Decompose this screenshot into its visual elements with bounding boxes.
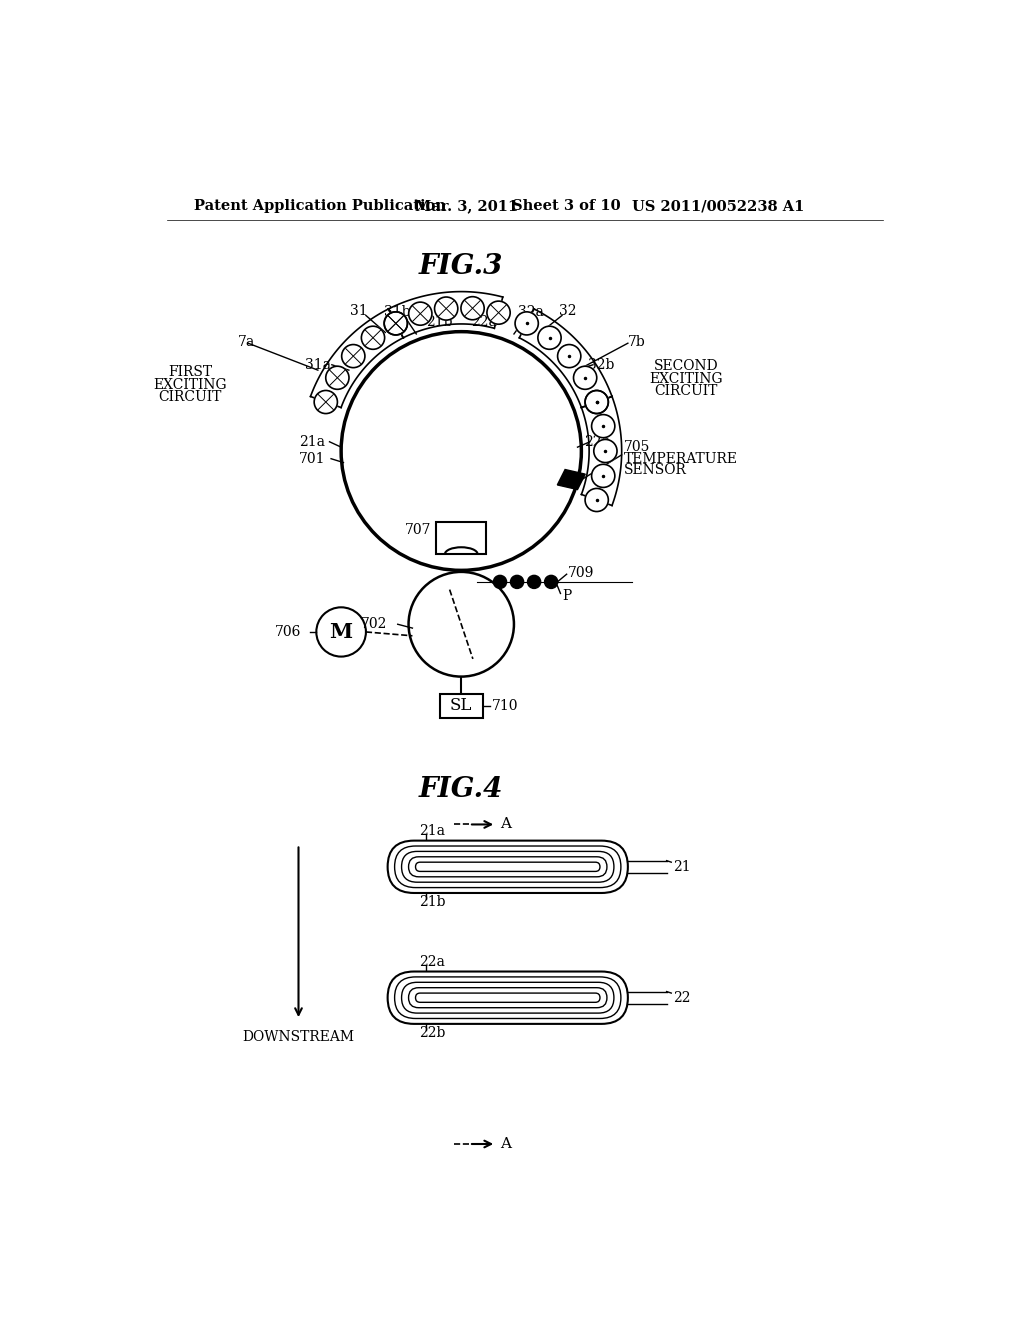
Text: 22a: 22a <box>419 956 444 969</box>
Text: EXCITING: EXCITING <box>649 372 723 385</box>
Text: FIG.4: FIG.4 <box>419 776 504 804</box>
Text: 709: 709 <box>568 566 595 579</box>
Text: A: A <box>500 817 511 832</box>
Text: 21: 21 <box>673 859 690 874</box>
Circle shape <box>515 312 539 335</box>
Text: 22: 22 <box>673 991 690 1005</box>
Text: Mar. 3, 2011: Mar. 3, 2011 <box>415 199 518 213</box>
Text: DOWNSTREAM: DOWNSTREAM <box>243 1030 354 1044</box>
Circle shape <box>527 576 541 589</box>
Text: FIG.3: FIG.3 <box>419 252 504 280</box>
Text: 31b: 31b <box>384 305 411 319</box>
Text: 7a: 7a <box>238 335 255 348</box>
Circle shape <box>594 440 617 462</box>
FancyBboxPatch shape <box>388 972 628 1024</box>
Circle shape <box>461 297 484 319</box>
FancyBboxPatch shape <box>401 851 614 882</box>
Text: 7b: 7b <box>628 335 645 348</box>
Text: 706: 706 <box>274 624 301 639</box>
FancyBboxPatch shape <box>388 841 628 892</box>
Text: P: P <box>562 589 571 603</box>
Text: 702: 702 <box>361 618 388 631</box>
Text: Patent Application Publication: Patent Application Publication <box>194 199 445 213</box>
FancyBboxPatch shape <box>409 857 607 876</box>
Polygon shape <box>557 470 586 490</box>
Circle shape <box>585 391 608 413</box>
FancyBboxPatch shape <box>409 987 607 1007</box>
Text: CIRCUIT: CIRCUIT <box>654 384 718 397</box>
Circle shape <box>510 576 523 589</box>
FancyBboxPatch shape <box>394 977 621 1019</box>
Circle shape <box>585 391 608 413</box>
Text: 707: 707 <box>406 523 432 537</box>
Text: 22a: 22a <box>472 314 498 329</box>
Text: SENSOR: SENSOR <box>624 463 687 478</box>
Text: TEMPERATURE: TEMPERATURE <box>624 451 738 466</box>
Text: M: M <box>330 622 352 642</box>
FancyBboxPatch shape <box>401 982 614 1014</box>
Text: 21b: 21b <box>419 895 445 909</box>
Text: 710: 710 <box>492 698 518 713</box>
Text: 705: 705 <box>624 440 650 454</box>
Text: US 2011/0052238 A1: US 2011/0052238 A1 <box>632 199 804 213</box>
FancyBboxPatch shape <box>440 693 482 718</box>
Circle shape <box>538 326 561 350</box>
Text: A: A <box>500 1137 511 1151</box>
FancyBboxPatch shape <box>416 993 600 1002</box>
Text: 32: 32 <box>559 304 577 318</box>
Circle shape <box>384 312 408 335</box>
Circle shape <box>487 301 510 325</box>
Circle shape <box>573 366 597 389</box>
Circle shape <box>326 366 349 389</box>
FancyBboxPatch shape <box>436 521 486 554</box>
Circle shape <box>558 345 581 368</box>
Text: SECOND: SECOND <box>653 359 718 374</box>
Text: 31: 31 <box>350 304 368 318</box>
Text: 21b: 21b <box>426 314 453 329</box>
FancyBboxPatch shape <box>394 846 621 887</box>
Circle shape <box>361 326 385 350</box>
Text: 22b: 22b <box>419 1026 445 1040</box>
Circle shape <box>592 414 614 438</box>
Text: 32b: 32b <box>588 358 614 372</box>
Circle shape <box>545 576 558 589</box>
Circle shape <box>494 576 507 589</box>
Text: 21a: 21a <box>419 825 444 838</box>
Text: 701: 701 <box>299 451 326 466</box>
Circle shape <box>314 391 338 413</box>
Circle shape <box>384 312 408 335</box>
Text: FIRST: FIRST <box>168 366 212 379</box>
Text: 31a: 31a <box>305 358 331 372</box>
Text: Sheet 3 of 10: Sheet 3 of 10 <box>512 199 621 213</box>
Circle shape <box>585 488 608 512</box>
FancyBboxPatch shape <box>416 862 600 871</box>
Text: EXCITING: EXCITING <box>154 378 226 392</box>
Text: 22b: 22b <box>585 434 611 449</box>
Text: SL: SL <box>451 697 472 714</box>
Circle shape <box>342 345 365 368</box>
Circle shape <box>434 297 458 321</box>
Text: 21a: 21a <box>299 434 326 449</box>
Circle shape <box>592 465 614 487</box>
Circle shape <box>409 302 432 325</box>
Text: CIRCUIT: CIRCUIT <box>159 391 221 404</box>
Text: 32a: 32a <box>518 305 544 319</box>
